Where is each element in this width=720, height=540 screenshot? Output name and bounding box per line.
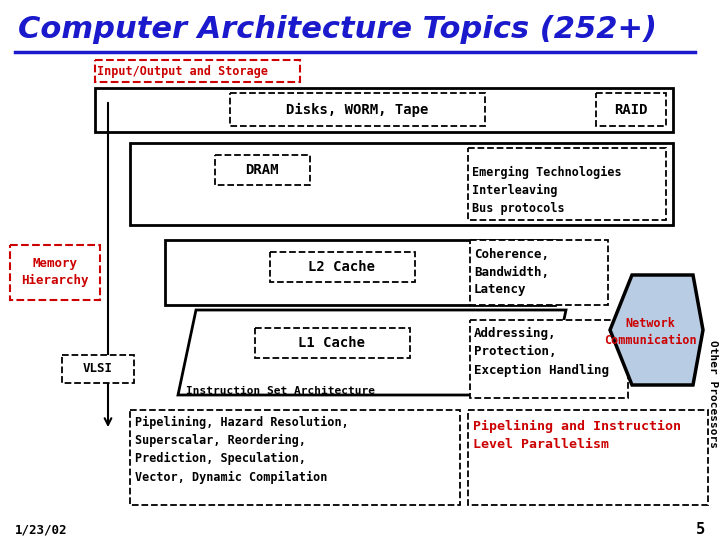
- Polygon shape: [178, 310, 566, 395]
- Bar: [470, 240, 608, 305]
- Bar: [468, 148, 666, 220]
- Text: DRAM: DRAM: [246, 163, 279, 177]
- Text: Other Processors: Other Processors: [708, 340, 718, 448]
- Bar: [95, 88, 673, 132]
- Bar: [62, 355, 134, 383]
- Text: 5: 5: [696, 523, 705, 537]
- Text: VLSI: VLSI: [83, 362, 113, 375]
- Text: Instruction Set Architecture: Instruction Set Architecture: [186, 386, 375, 396]
- Bar: [255, 328, 410, 358]
- Text: Computer Architecture Topics (252+): Computer Architecture Topics (252+): [18, 16, 657, 44]
- Text: L1 Cache: L1 Cache: [299, 336, 366, 350]
- Text: Coherence,
Bandwidth,
Latency: Coherence, Bandwidth, Latency: [474, 247, 549, 296]
- Text: L2 Cache: L2 Cache: [308, 260, 376, 274]
- Text: Pipelining, Hazard Resolution,
Superscalar, Reordering,
Prediction, Speculation,: Pipelining, Hazard Resolution, Superscal…: [135, 416, 348, 483]
- Text: Memory
Hierarchy: Memory Hierarchy: [22, 257, 89, 287]
- Bar: [270, 252, 415, 282]
- Bar: [165, 240, 555, 305]
- Text: 1/23/02: 1/23/02: [15, 523, 68, 537]
- Bar: [10, 245, 100, 300]
- Text: Pipelining and Instruction
Level Parallelism: Pipelining and Instruction Level Paralle…: [473, 420, 681, 451]
- Bar: [130, 143, 673, 225]
- Text: Emerging Technologies
Interleaving
Bus protocols: Emerging Technologies Interleaving Bus p…: [472, 166, 621, 215]
- Polygon shape: [610, 275, 703, 385]
- Text: Network
Communication: Network Communication: [603, 317, 696, 347]
- Text: RAID: RAID: [614, 103, 648, 117]
- Bar: [596, 93, 666, 126]
- Bar: [215, 155, 310, 185]
- Bar: [230, 93, 485, 126]
- Bar: [130, 410, 460, 505]
- Text: Input/Output and Storage: Input/Output and Storage: [97, 64, 268, 78]
- Bar: [468, 410, 708, 505]
- Text: Addressing,
Protection,
Exception Handling: Addressing, Protection, Exception Handli…: [474, 327, 609, 376]
- Bar: [470, 320, 628, 398]
- Text: Disks, WORM, Tape: Disks, WORM, Tape: [286, 103, 428, 117]
- Bar: [95, 60, 300, 82]
